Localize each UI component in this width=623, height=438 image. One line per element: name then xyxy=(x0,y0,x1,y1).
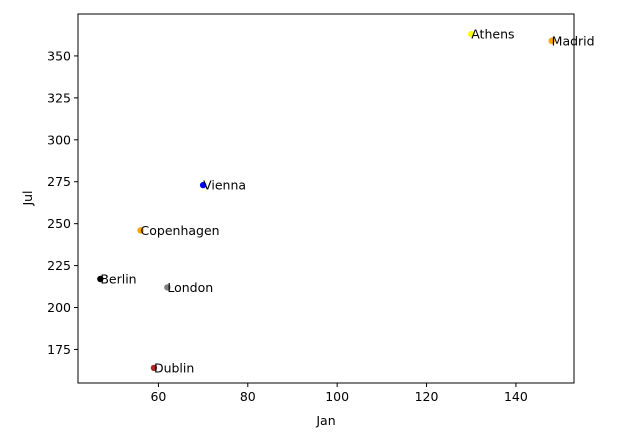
point-label-vienna: Vienna xyxy=(203,178,246,193)
point-london xyxy=(164,284,171,291)
x-axis-label: Jan xyxy=(315,413,335,428)
x-tick-label: 120 xyxy=(415,389,439,404)
x-axis-ticks: 60 80 100 120 140 xyxy=(150,383,528,404)
y-axis-label: Jul xyxy=(20,190,35,206)
point-label-berlin: Berlin xyxy=(100,272,136,287)
y-tick-label: 175 xyxy=(47,342,71,357)
point-vienna xyxy=(199,181,207,189)
y-tick-label: 350 xyxy=(47,48,71,63)
y-tick-label: 250 xyxy=(47,216,71,231)
y-tick-label: 300 xyxy=(47,132,71,147)
x-tick-label: 80 xyxy=(240,389,256,404)
plot-area xyxy=(77,13,575,384)
point-label-athens: Athens xyxy=(471,27,514,42)
y-tick-label: 275 xyxy=(47,174,71,189)
x-tick-label: 60 xyxy=(150,389,166,404)
x-tick-label: 100 xyxy=(325,389,349,404)
point-label-madrid: Madrid xyxy=(552,33,595,48)
point-madrid xyxy=(548,37,555,45)
x-tick-label: 140 xyxy=(504,389,528,404)
y-axis-ticks: 175 200 225 250 275 300 325 350 xyxy=(47,48,78,357)
point-athens xyxy=(468,30,475,38)
point-berlin xyxy=(97,275,104,283)
point-label-london: London xyxy=(167,280,213,295)
point-copenhagen xyxy=(137,227,144,234)
y-tick-label: 200 xyxy=(47,300,71,315)
point-dublin xyxy=(150,364,158,372)
y-tick-label: 225 xyxy=(47,258,71,273)
y-tick-label: 325 xyxy=(47,90,71,105)
point-label-copenhagen: Copenhagen xyxy=(141,223,220,238)
data-points: Athens Madrid Vienna Copenhagen Berlin London… xyxy=(97,27,595,375)
point-label-dublin: Dublin xyxy=(154,360,194,375)
